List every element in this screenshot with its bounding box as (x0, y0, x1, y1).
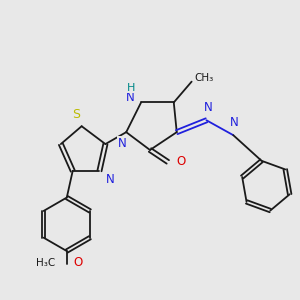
Text: O: O (177, 155, 186, 168)
Text: N: N (106, 172, 114, 186)
Text: H₃C: H₃C (36, 258, 56, 268)
Text: CH₃: CH₃ (195, 73, 214, 83)
Text: N: N (125, 92, 134, 104)
Text: O: O (74, 256, 83, 269)
Text: S: S (72, 108, 80, 122)
Text: H: H (127, 82, 135, 93)
Text: N: N (117, 137, 126, 150)
Text: N: N (204, 101, 212, 114)
Text: N: N (230, 116, 239, 129)
